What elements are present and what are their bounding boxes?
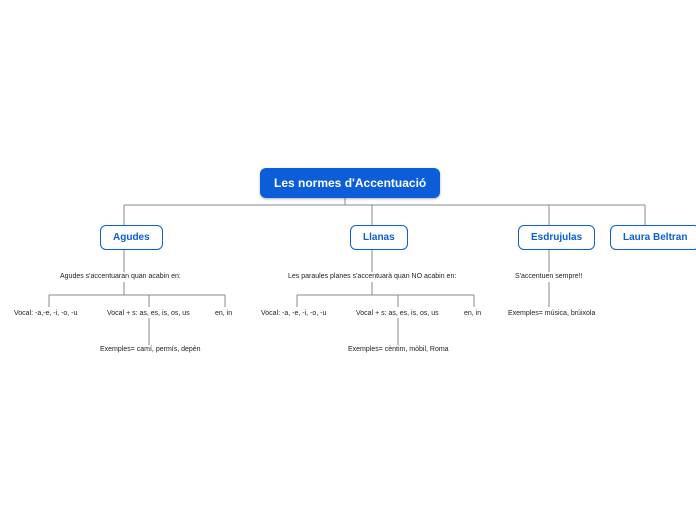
mindmap-canvas: Les normes d'Accentuació Agudes Llanas E… [0, 0, 696, 520]
llanas-rule: Les paraules planes s'accentuarà quan NO… [288, 273, 456, 280]
branch-esdrujulas[interactable]: Esdrujulas [518, 225, 595, 250]
llanas-leaf-vocal: Vocal: -a, -e, -i, -o, -u [261, 310, 326, 317]
llanas-leaf-vocal-s: Vocal + s: as, es, is, os, us [356, 310, 439, 317]
branch-laura[interactable]: Laura Beltran [610, 225, 696, 250]
branch-llanas[interactable]: Llanas [350, 225, 408, 250]
esdrujulas-exemples: Exemples= música, brúixola [508, 310, 595, 317]
connectors [0, 0, 696, 520]
branch-agudes[interactable]: Agudes [100, 225, 163, 250]
agudes-leaf-vocal: Vocal: -a,-e, -i, -o, -u [14, 310, 77, 317]
llanas-exemples: Exemples= cèntim, mòbil, Roma [348, 346, 449, 353]
root-node[interactable]: Les normes d'Accentuació [260, 168, 440, 198]
esdrujulas-rule: S'accentuen sempre!! [515, 273, 582, 280]
agudes-rule: Agudes s'accentuaran quan acabin en: [60, 273, 181, 280]
agudes-leaf-vocal-s: Vocal + s: as, es, is, os, us [107, 310, 190, 317]
agudes-exemples: Exemples= camí, permís, depèn [100, 346, 201, 353]
llanas-leaf-enin: en, in [464, 310, 481, 317]
agudes-leaf-enin: en, in [215, 310, 232, 317]
